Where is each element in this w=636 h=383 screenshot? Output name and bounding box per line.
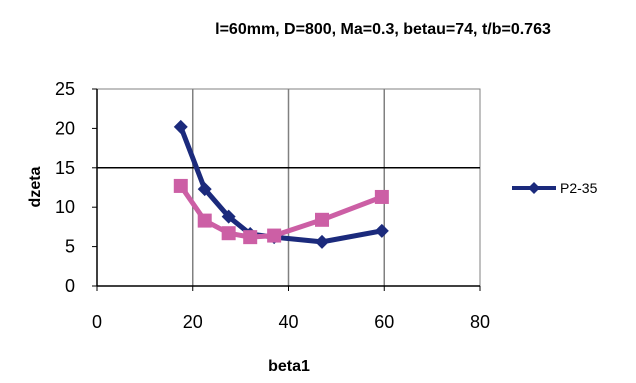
x-axis-title: beta1 bbox=[268, 358, 310, 375]
y-tick-label-1: 5 bbox=[65, 237, 75, 257]
series-1-point-0 bbox=[173, 178, 188, 193]
series-1-point-6 bbox=[374, 189, 389, 204]
series-1-point-4 bbox=[267, 228, 282, 243]
series-1-point-5 bbox=[315, 212, 330, 227]
y-tick-label-3: 15 bbox=[55, 158, 75, 178]
series-1-point-3 bbox=[243, 230, 258, 245]
chart-title: l=60mm, D=800, Ma=0.3, betau=74, t/b=0.7… bbox=[215, 21, 551, 38]
y-tick-label-0: 0 bbox=[65, 276, 75, 296]
legend: P2-35 bbox=[512, 180, 598, 196]
y-axis-title: dzeta bbox=[27, 166, 44, 207]
series-0-point-1 bbox=[197, 182, 212, 197]
x-tick-label-0: 0 bbox=[92, 312, 102, 332]
x-tick-label-2: 40 bbox=[278, 312, 298, 332]
y-tick-label-4: 20 bbox=[55, 118, 75, 138]
series-0-point-2 bbox=[221, 209, 236, 224]
y-tick-label-2: 10 bbox=[55, 197, 75, 217]
series-layer bbox=[173, 119, 389, 249]
legend-marker-p2-35 bbox=[528, 182, 540, 194]
x-tick-label-1: 20 bbox=[183, 312, 203, 332]
grid bbox=[97, 89, 480, 286]
series-0-point-0 bbox=[173, 119, 188, 134]
y-tick-label-5: 25 bbox=[55, 79, 75, 99]
series-0-point-6 bbox=[374, 223, 389, 238]
x-tick-label-3: 60 bbox=[374, 312, 394, 332]
x-tick-labels: 0 20 40 60 80 bbox=[92, 286, 490, 332]
series-0-point-5 bbox=[315, 234, 330, 249]
y-tick-labels: 0 5 10 15 20 25 bbox=[55, 79, 97, 296]
x-tick-label-4: 80 bbox=[470, 312, 490, 332]
legend-label-p2-35: P2-35 bbox=[560, 180, 598, 196]
series-1-point-2 bbox=[221, 226, 236, 241]
series-1-point-1 bbox=[197, 213, 212, 228]
